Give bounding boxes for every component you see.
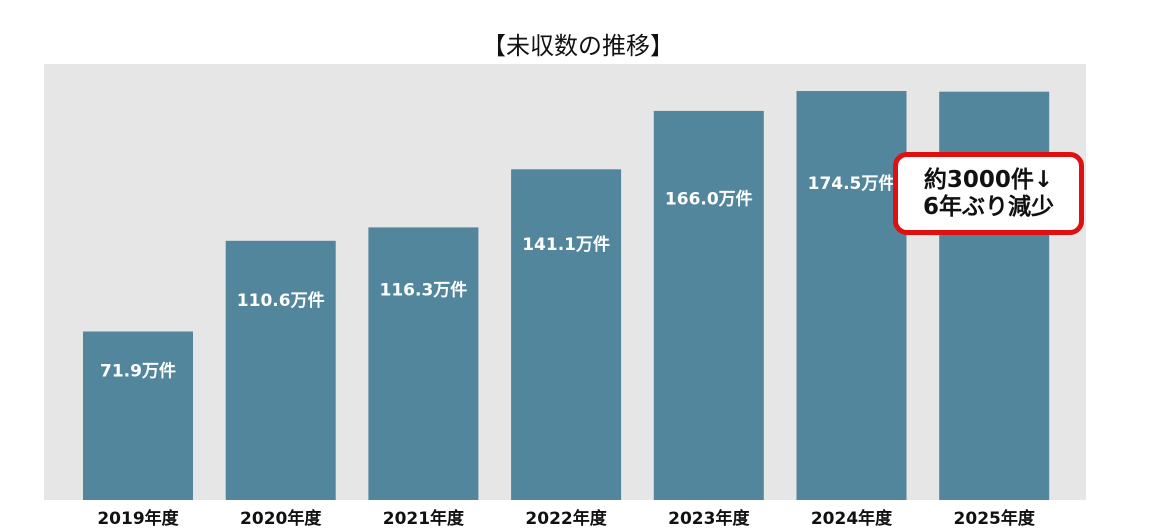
bar-0 bbox=[83, 331, 193, 500]
decrease-callout: 約3000件↓ 6年ぶり減少 bbox=[893, 152, 1084, 235]
x-tick-label-6: 2025年度 bbox=[954, 508, 1036, 529]
x-tick-label-5: 2024年度 bbox=[811, 508, 893, 529]
callout-line-2: 6年ぶり減少 bbox=[922, 193, 1054, 220]
x-tick-label-1: 2020年度 bbox=[240, 508, 322, 529]
x-tick-label-0: 2019年度 bbox=[97, 508, 179, 529]
callout-line-1: 約3000件↓ bbox=[923, 167, 1054, 194]
bar-value-label-2: 116.3万件 bbox=[380, 279, 468, 300]
bar-value-label-4: 166.0万件 bbox=[665, 189, 753, 210]
x-tick-label-2: 2021年度 bbox=[383, 508, 465, 529]
bar-4 bbox=[653, 110, 764, 501]
x-tick-label-3: 2022年度 bbox=[525, 508, 607, 529]
x-tick-label-4: 2023年度 bbox=[668, 508, 750, 529]
bar-value-label-1: 110.6万件 bbox=[237, 290, 325, 311]
bar-value-label-5: 174.5万件 bbox=[808, 173, 896, 194]
bar-value-label-3: 141.1万件 bbox=[522, 234, 610, 255]
bar-1 bbox=[225, 240, 336, 501]
bar-5 bbox=[796, 91, 907, 500]
bar-2 bbox=[368, 227, 479, 500]
chart-title: 【未収数の推移】 bbox=[482, 32, 674, 60]
bar-value-label-0: 71.9万件 bbox=[100, 361, 176, 382]
bar-3 bbox=[511, 169, 622, 501]
